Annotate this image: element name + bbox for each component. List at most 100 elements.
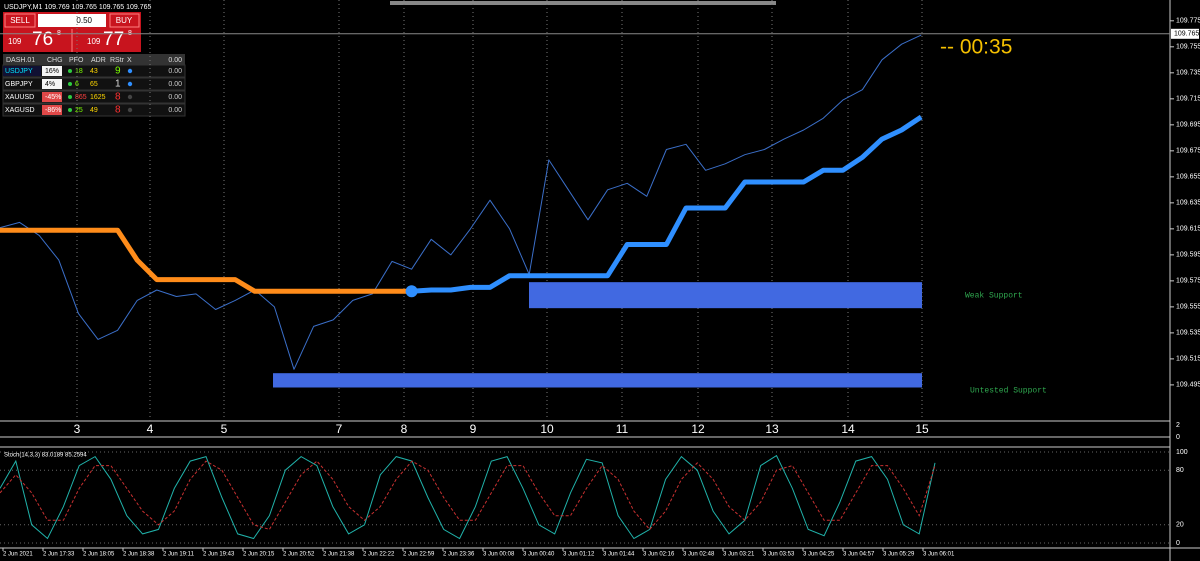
chg-cell — [42, 66, 62, 76]
dash-cell: 8 — [115, 92, 121, 103]
time-label: 3 Jun 05:29 — [883, 552, 915, 558]
day-label: 15 — [915, 422, 929, 436]
time-label: 2 Jun 22:59 — [403, 552, 435, 558]
dash-cell: -45% — [45, 94, 61, 101]
dash-cell: 4% — [45, 81, 55, 88]
status-dot — [68, 82, 72, 86]
dash-cell: 0.00 — [168, 94, 182, 101]
zone-label: Untested Support — [970, 386, 1047, 395]
mini-axis-label: 2 — [1176, 422, 1180, 429]
dash-column: CHG — [47, 57, 63, 64]
y-tick-label: 109.615 — [1176, 226, 1200, 233]
time-label: 3 Jun 00:08 — [483, 552, 515, 558]
day-label: 7 — [336, 422, 343, 436]
dash-column: 0.00 — [168, 57, 182, 64]
time-label: 3 Jun 04:25 — [803, 552, 835, 558]
dash-cell: 65 — [90, 81, 98, 88]
time-label: 3 Jun 03:21 — [723, 552, 755, 558]
trade-panel: SELL 0.50 BUY 109 76 8 109 77 8 — [3, 12, 141, 52]
dash-column: PFO — [69, 57, 84, 64]
dash-column: X — [127, 57, 132, 64]
status-dot — [68, 95, 72, 99]
dash-cell: 8 — [115, 105, 121, 116]
day-label: 8 — [401, 422, 408, 436]
dash-cell: USDJPY — [5, 68, 33, 75]
time-label: 2 Jun 18:05 — [83, 552, 115, 558]
sell-label[interactable]: SELL — [10, 16, 30, 25]
status-dot — [127, 107, 133, 113]
dash-cell: 0.00 — [168, 68, 182, 75]
status-dot — [68, 108, 72, 112]
dash-cell: 865 — [75, 94, 87, 101]
dash-column: ADR — [91, 57, 106, 64]
indicator-title: Stoch(14,3,3) 83.0189 85.2594 — [4, 453, 87, 459]
day-label: 13 — [765, 422, 779, 436]
time-label: 2 Jun 20:52 — [283, 552, 315, 558]
y-tick-label: 109.735 — [1176, 70, 1200, 77]
y-tick-label: 109.755 — [1176, 44, 1200, 51]
time-label: 2 Jun 19:11 — [163, 552, 195, 558]
status-dot — [127, 94, 133, 100]
lot-value[interactable]: 0.50 — [76, 16, 92, 25]
dash-cell: -86% — [45, 107, 61, 114]
switch-marker — [405, 285, 418, 298]
time-label: 3 Jun 03:53 — [763, 552, 795, 558]
y-tick-label: 109.595 — [1176, 252, 1200, 259]
dash-column: DASH.01 — [6, 57, 35, 64]
y-tick-label: 100 — [1176, 449, 1188, 456]
dash-cell: 9 — [115, 66, 121, 77]
time-label: 2 Jun 18:38 — [123, 552, 155, 558]
status-dot — [127, 81, 133, 87]
symbol-line: USDJPY,M1 109.769 109.765 109.765 109.76… — [4, 4, 151, 11]
y-tick-label: 109.555 — [1176, 304, 1200, 311]
y-tick-label: 109.635 — [1176, 200, 1200, 207]
dash-cell: 43 — [90, 68, 98, 75]
y-tick-label: 109.515 — [1176, 356, 1200, 363]
bid-big: 109 — [8, 37, 22, 46]
time-label: 3 Jun 02:48 — [683, 552, 715, 558]
countdown: -- 00:35 — [940, 36, 1012, 59]
y-tick-label: 20 — [1176, 522, 1184, 529]
price-tag — [1171, 28, 1199, 39]
chg-cell — [42, 79, 62, 89]
time-label: 2 Jun 22:22 — [363, 552, 395, 558]
dash-header-bg — [3, 54, 185, 66]
time-label: 3 Jun 06:01 — [923, 552, 955, 558]
time-label: 2 Jun 17:33 — [43, 552, 75, 558]
time-label: 3 Jun 00:40 — [523, 552, 555, 558]
ask-main: 77 — [103, 29, 124, 50]
day-label: 12 — [691, 422, 705, 436]
dash-cell: 1 — [115, 79, 121, 90]
price-series — [0, 34, 922, 370]
buy-button[interactable] — [109, 13, 140, 28]
price-series — [411, 114, 923, 294]
sell-button[interactable] — [4, 13, 36, 28]
dash-cell: 25 — [75, 107, 83, 114]
time-label: 2 Jun 23:36 — [443, 552, 475, 558]
y-tick-label: 109.675 — [1176, 148, 1200, 155]
y-tick-label: 109.775 — [1176, 18, 1200, 25]
y-tick-label: 109.495 — [1176, 382, 1200, 389]
y-tick-label: 109.715 — [1176, 96, 1200, 103]
lot-input[interactable] — [38, 14, 106, 27]
day-label: 3 — [74, 422, 81, 436]
time-label: 3 Jun 04:57 — [843, 552, 875, 558]
ask-big: 109 — [87, 37, 101, 46]
day-label: 5 — [221, 422, 228, 436]
day-label: 14 — [841, 422, 855, 436]
chg-cell — [42, 105, 62, 115]
scrollbar[interactable] — [390, 1, 776, 5]
dash-cell: GBPJPY — [5, 81, 33, 88]
time-label: 3 Jun 02:16 — [643, 552, 675, 558]
dash-cell: XAGUSD — [5, 107, 35, 114]
status-dot — [68, 69, 72, 73]
dash-cell: 0.00 — [168, 107, 182, 114]
symbol-cell — [3, 66, 41, 76]
dash-column: RStr — [110, 57, 125, 64]
price-tag-label: 109.765 — [1174, 31, 1199, 38]
time-label: 2 Jun 2021 — [3, 552, 33, 558]
buy-label[interactable]: BUY — [116, 16, 133, 25]
y-tick-label: 109.535 — [1176, 330, 1200, 337]
